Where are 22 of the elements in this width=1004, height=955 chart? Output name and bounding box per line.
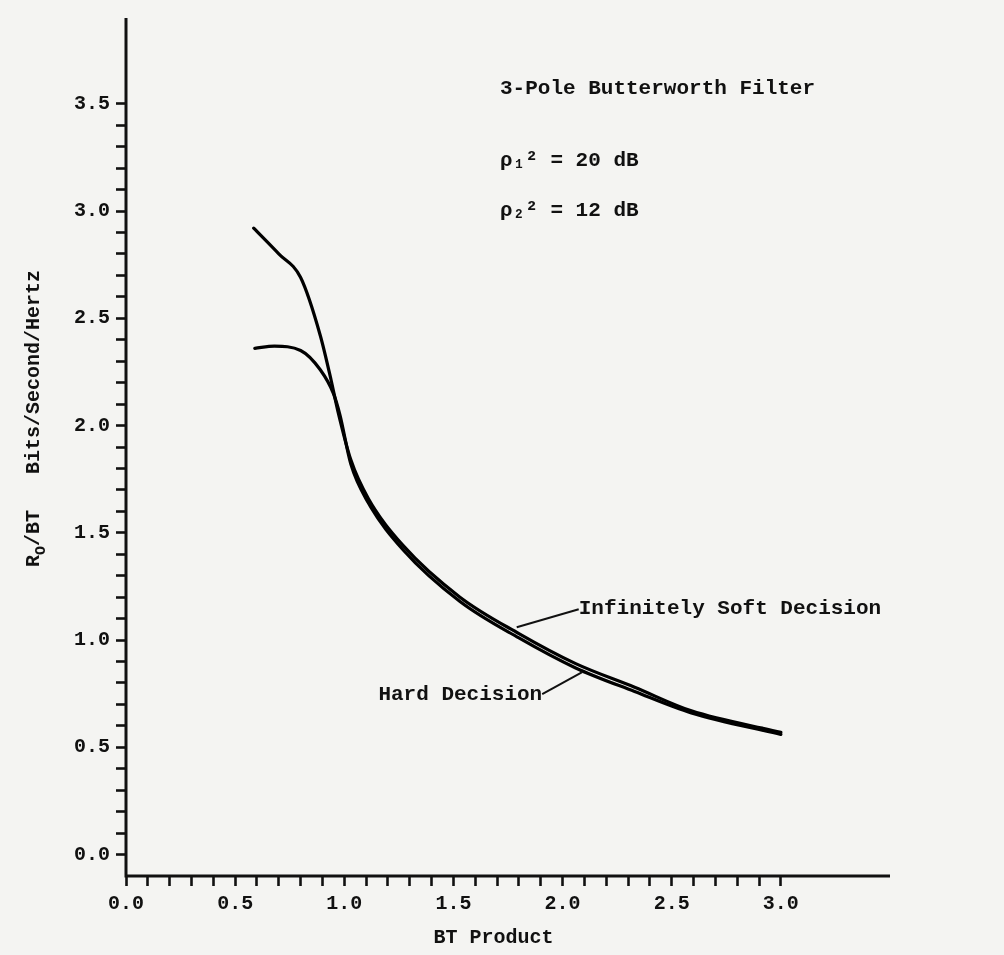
y-tick-label: 2.5	[73, 306, 110, 330]
x-tick-label: 0.5	[217, 892, 254, 916]
x-tick-label: 1.0	[326, 892, 363, 916]
annotation: 3-Pole Butterworth Filter	[500, 77, 816, 101]
x-tick-label: 1.5	[435, 892, 472, 916]
y-tick-label: 1.0	[73, 628, 110, 652]
x-tick-label: 2.0	[544, 892, 581, 916]
annotation: Hard Decision	[378, 682, 543, 706]
y-tick-label: 3.0	[73, 199, 110, 223]
x-tick-label: 3.0	[762, 892, 799, 916]
y-axis-title: RO/BT Bits/Second/Hertz	[22, 269, 50, 568]
x-tick-label: 2.5	[653, 892, 690, 916]
x-axis-title: BT Product	[433, 926, 554, 950]
y-tick-label: 0.5	[73, 735, 110, 759]
y-tick-label: 2.0	[73, 413, 110, 437]
y-tick-label: 1.5	[73, 520, 110, 544]
annotation: ρ₁² = 20 dB	[500, 149, 640, 173]
x-tick-label: 0.0	[107, 892, 145, 916]
annotation: ρ₂² = 12 dB	[500, 199, 640, 223]
y-tick-label: 3.5	[73, 91, 110, 115]
annotation: Infinitely Soft Decision	[578, 597, 882, 621]
y-tick-label: 0.0	[73, 842, 110, 866]
